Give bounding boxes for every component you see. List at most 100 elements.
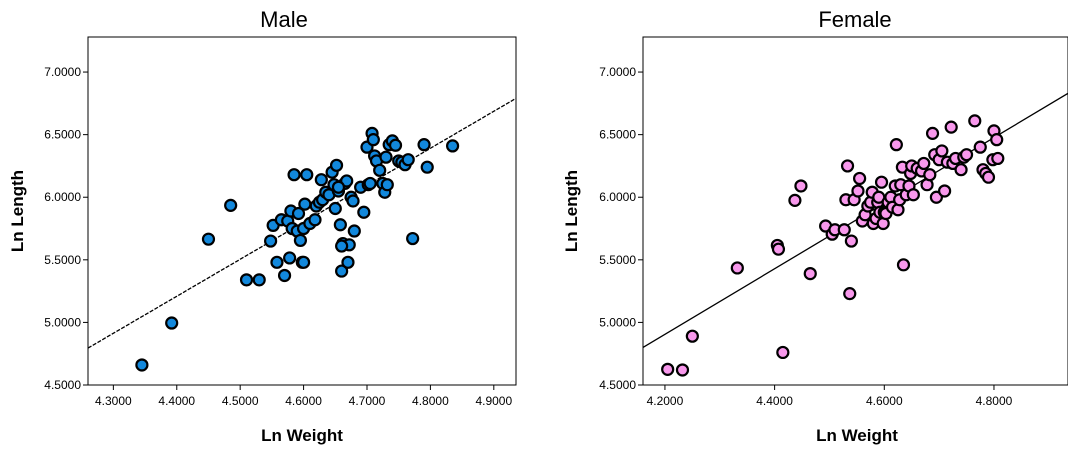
female-y-tick-label: 7.0000 [599,65,636,79]
male-data-point [296,255,311,269]
female-y-ticks: 4.5000 5.0000 5.5000 6.0000 6.5000 7.0000 [599,65,643,392]
female-data-point [771,242,786,256]
female-data-point [889,138,903,152]
male-panel: Male 4.5000 5.0000 5.5000 6.0000 6.5000 7.000… [8,7,517,445]
male-points [135,126,460,372]
male-y-tick-label: 7.0000 [44,65,81,79]
male-y-tick-label: 5.5000 [44,253,81,267]
female-data-point [944,120,958,134]
male-y-tick-label: 4.5000 [44,378,81,392]
male-data-point [401,153,415,167]
female-data-point [990,133,1004,147]
female-chart-title: Female [818,7,891,32]
female-data-point [661,362,675,376]
female-data-point [730,261,744,275]
male-data-point [277,268,292,283]
male-data-point [165,316,179,330]
female-points [661,114,1005,377]
female-data-point [685,329,699,343]
female-data-point [844,234,858,248]
male-y-ticks: 4.5000 5.0000 5.5000 6.0000 6.5000 7.0000 [44,65,88,392]
male-data-point [380,178,394,192]
female-fit-line [642,92,1068,349]
male-data-point [420,160,434,174]
female-data-point [776,345,790,360]
male-plot-frame [87,36,517,386]
female-data-point [991,151,1005,166]
male-data-point [252,273,266,287]
male-y-tick-label: 6.0000 [44,190,81,204]
female-x-axis-label: Ln Weight [816,426,898,445]
male-x-tick-label: 4.3000 [95,394,132,408]
male-x-tick-label: 4.6000 [285,394,322,408]
male-data-point [357,205,371,219]
male-data-point [363,176,377,191]
male-x-tick-label: 4.5000 [222,394,259,408]
male-data-point [366,133,380,147]
male-x-tick-label: 4.9000 [475,394,512,408]
male-data-point [201,232,216,246]
female-data-point [906,188,920,202]
female-data-point [968,114,982,128]
male-data-point [300,168,314,182]
female-data-point [925,126,940,140]
male-data-point [328,201,342,216]
male-data-point [347,224,361,238]
male-data-point [373,163,387,177]
male-x-tick-label: 4.4000 [158,394,195,408]
female-data-point [840,159,855,173]
male-data-point [331,180,346,194]
female-data-point [803,266,817,281]
female-y-tick-label: 4.5000 [599,378,636,392]
male-data-point [135,358,149,372]
female-y-axis-label: Ln Length [562,170,581,252]
male-data-point [335,239,349,253]
female-y-tick-label: 5.0000 [599,315,636,329]
female-data-point [935,144,949,158]
female-x-tick-label: 4.2000 [647,394,684,408]
male-data-point [224,198,238,212]
female-x-tick-label: 4.6000 [866,394,903,408]
male-data-point [346,194,360,208]
male-data-point [239,273,254,287]
male-x-tick-label: 4.7000 [349,394,386,408]
male-data-point [388,138,403,152]
male-x-ticks: 4.3000 4.4000 4.5000 4.6000 4.7000 4.8000 4.90… [95,385,512,408]
female-data-point [843,287,857,301]
female-data-point [959,148,974,162]
female-plot-frame [642,36,1068,386]
male-data-point [379,150,393,164]
female-y-tick-label: 6.5000 [599,128,636,142]
male-data-point [283,251,297,265]
female-data-point [794,179,808,193]
female-data-point [896,258,911,272]
female-data-point [837,223,851,237]
female-y-tick-label: 5.5000 [599,253,636,267]
female-x-tick-label: 4.4000 [756,394,793,408]
female-data-point [675,363,690,377]
male-data-point [298,197,312,211]
female-x-tick-label: 4.8000 [976,394,1013,408]
male-data-point [445,139,460,153]
male-y-tick-label: 6.5000 [44,128,81,142]
male-y-tick-label: 5.0000 [44,315,81,329]
male-x-tick-label: 4.8000 [412,394,449,408]
male-data-point [406,231,420,246]
male-x-axis-label: Ln Weight [261,426,343,445]
male-y-axis-label: Ln Length [8,170,27,252]
male-data-point [335,264,349,278]
male-data-point [314,173,328,187]
male-data-point [287,168,301,182]
male-data-point [291,206,306,221]
male-data-point [329,158,344,172]
male-data-point [293,233,308,248]
female-fit-line-group [642,92,1068,349]
female-x-ticks: 4.2000 4.4000 4.6000 4.8000 [647,385,1013,408]
female-data-point [954,163,968,177]
male-data-point [333,218,347,232]
female-data-point [874,175,889,189]
female-data-point [853,171,867,186]
male-data-point [417,138,431,152]
male-chart-title: Male [260,7,308,32]
